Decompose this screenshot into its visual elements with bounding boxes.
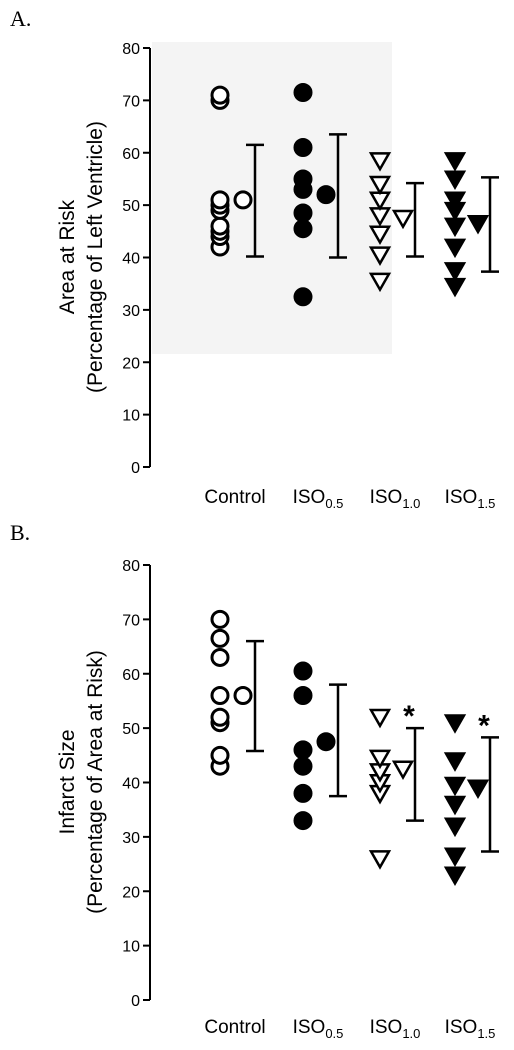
y-tick-label: 0 — [131, 993, 140, 1010]
data-point — [210, 628, 230, 648]
y-tick-label: 20 — [122, 884, 140, 901]
data-point — [368, 749, 392, 770]
data-point — [293, 740, 313, 760]
category-label: ISO1.0 — [370, 487, 421, 511]
data-point — [368, 850, 392, 870]
data-point — [443, 866, 467, 887]
y-tick-label: 20 — [122, 355, 140, 372]
y-tick-label: 10 — [122, 939, 140, 956]
data-point — [293, 783, 313, 803]
mean-marker — [316, 185, 336, 205]
y-tick-label: 60 — [122, 146, 140, 163]
plot-background — [152, 42, 392, 354]
data-point — [368, 152, 392, 172]
category-label: ISO1.5 — [445, 487, 496, 511]
category-label: Control — [204, 1017, 265, 1038]
y-tick-label: 50 — [122, 198, 140, 215]
data-point — [293, 203, 313, 223]
data-point — [368, 246, 392, 266]
data-point — [443, 776, 467, 797]
data-point — [443, 817, 467, 838]
category-label: ISO1.0 — [370, 1017, 421, 1041]
data-point — [368, 272, 392, 293]
y-axis-label: Area at Risk (Percentage of Left Ventricl… — [56, 121, 107, 393]
panel-b-label: B. — [10, 520, 31, 545]
data-point — [443, 752, 467, 772]
y-tick-label: 60 — [122, 667, 140, 684]
data-point — [443, 847, 467, 867]
significance-annotation: * — [403, 700, 415, 733]
panel-a-label: A. — [10, 6, 32, 31]
mean-marker — [466, 215, 490, 235]
y-tick-label: 50 — [122, 721, 140, 738]
y-tick-label: 0 — [131, 460, 140, 477]
data-point — [443, 262, 467, 282]
y-tick-label: 70 — [122, 612, 140, 629]
y-axis-label-line1: Infarct Size — [56, 729, 79, 834]
y-axis-label-line2: (Percentage of Left Ventricle) — [84, 121, 107, 393]
y-axis-label-line2: (Percentage of Area at Risk) — [84, 650, 107, 914]
data-point — [293, 661, 313, 681]
y-tick-label: 40 — [122, 776, 140, 793]
data-point — [443, 170, 467, 191]
mean-marker — [233, 686, 253, 705]
data-point — [443, 238, 467, 259]
y-tick-label: 10 — [122, 408, 140, 425]
data-point — [443, 795, 467, 816]
category-label: Control — [204, 487, 265, 508]
y-tick-label: 40 — [122, 251, 140, 268]
data-point — [368, 175, 392, 196]
mean-marker — [233, 190, 253, 210]
mean-marker — [391, 209, 415, 230]
data-point — [210, 647, 230, 667]
data-point — [210, 85, 230, 105]
data-point — [293, 811, 313, 831]
data-point — [293, 686, 313, 705]
data-point — [443, 152, 467, 172]
y-tick-label: 70 — [122, 93, 140, 110]
y-axis-label: Infarct Size (Percentage of Area at Risk) — [56, 650, 107, 914]
mean-marker — [391, 760, 415, 780]
data-point — [293, 756, 313, 776]
data-point — [210, 190, 230, 210]
y-tick-label: 30 — [122, 830, 140, 847]
y-axis-label-line1: Area at Risk — [56, 199, 79, 314]
mean-marker — [316, 732, 336, 752]
data-point — [210, 745, 230, 765]
data-point — [293, 138, 313, 158]
mean-marker — [466, 779, 490, 800]
data-point — [210, 707, 230, 727]
data-point — [293, 169, 313, 189]
y-tick-label: 80 — [122, 41, 140, 58]
data-point — [368, 708, 392, 729]
category-label: ISO1.5 — [445, 1017, 496, 1041]
data-point — [210, 609, 230, 629]
data-point — [210, 686, 230, 705]
y-tick-label: 30 — [122, 303, 140, 320]
data-point — [293, 83, 313, 103]
data-point — [443, 714, 467, 734]
data-point — [443, 191, 467, 211]
y-tick-label: 80 — [122, 558, 140, 575]
category-label: ISO0.5 — [293, 1017, 344, 1041]
significance-annotation: * — [478, 709, 490, 742]
data-point — [368, 225, 392, 246]
category-label: ISO0.5 — [293, 487, 344, 511]
data-point — [293, 287, 313, 307]
